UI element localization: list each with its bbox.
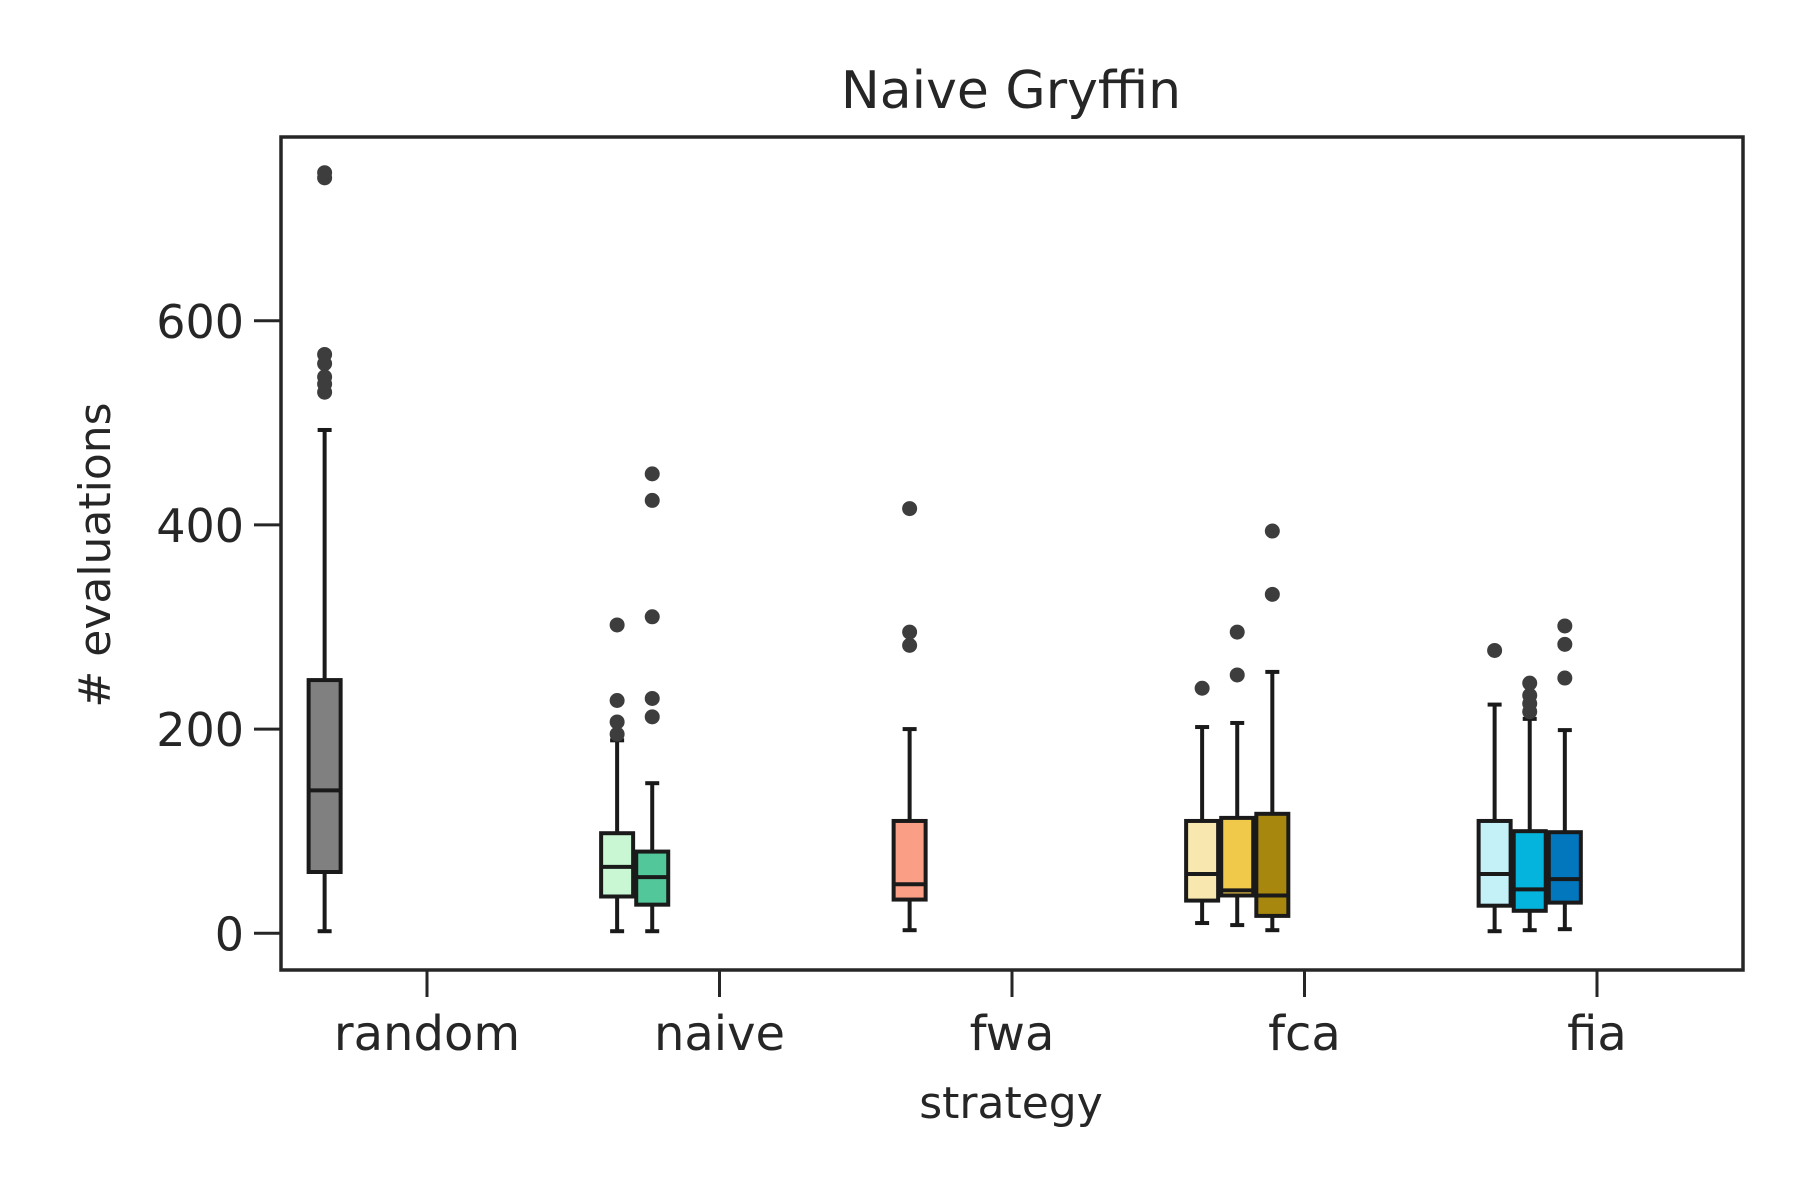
x-axis-label: strategy xyxy=(919,1078,1103,1129)
box-naive-2-outlier-4 xyxy=(644,466,660,482)
plot-frame xyxy=(279,135,1745,972)
box-fca-5-outlier-0 xyxy=(1229,667,1245,683)
box-fca-6-iqr xyxy=(1254,811,1291,918)
plot-area: 0 200 400 600 random naive fwa fca fia xyxy=(156,135,1745,1062)
box-random-0-outlier-2 xyxy=(317,369,333,385)
box-fia-9-iqr xyxy=(1546,830,1583,905)
box-fwa-3-outlier-1 xyxy=(902,624,918,640)
box-naive-2-outlier-3 xyxy=(644,492,660,508)
box-fca-6-outlier-0 xyxy=(1264,586,1280,602)
box-fca-5-outlier-1 xyxy=(1229,624,1245,640)
box-naive-1-outlier-2 xyxy=(609,693,625,708)
chart-title: Naive Gryffin xyxy=(841,61,1181,121)
box-fia-8-outlier-3 xyxy=(1522,675,1538,691)
box-fwa-3-outlier-2 xyxy=(902,501,918,517)
x-tick-label-naive: naive xyxy=(654,1006,785,1062)
box-naive-2-outlier-0 xyxy=(644,709,660,725)
box-fia-9-outlier-2 xyxy=(1557,618,1573,634)
box-fia-9-outlier-1 xyxy=(1557,636,1573,652)
y-tick-label-400: 400 xyxy=(156,499,244,553)
box-naive-2-outlier-1 xyxy=(644,690,660,706)
box-naive-1-outlier-0 xyxy=(609,726,625,742)
y-tick-label-200: 200 xyxy=(156,703,244,757)
box-naive-1-outlier-1 xyxy=(609,714,625,730)
box-fia-8-iqr xyxy=(1511,829,1548,913)
box-fca-6-outlier-1 xyxy=(1264,523,1280,539)
box-fca-4-outlier-0 xyxy=(1194,680,1210,696)
x-tick-label-random: random xyxy=(334,1006,520,1062)
box-fca-5-iqr xyxy=(1219,815,1256,898)
x-tick-label-fca: fca xyxy=(1268,1006,1341,1062)
box-fwa-3-outlier-0 xyxy=(902,637,918,653)
box-naive-2-outlier-2 xyxy=(644,609,660,625)
box-random-0-iqr xyxy=(306,678,343,874)
y-axis-label: # evaluations xyxy=(70,402,121,707)
x-tick-label-fwa: fwa xyxy=(970,1006,1055,1062)
box-fia-7-iqr xyxy=(1476,818,1513,908)
box-random-0-outlier-4 xyxy=(317,346,333,362)
y-tick-label-0: 0 xyxy=(215,907,244,961)
box-random-0-outlier-6 xyxy=(317,165,333,181)
box-fca-4-iqr xyxy=(1184,818,1221,903)
box-fwa-3-iqr xyxy=(891,818,928,902)
y-tick-label-600: 600 xyxy=(156,295,244,349)
box-naive-1-iqr xyxy=(599,831,636,899)
x-tick-label-fia: fia xyxy=(1567,1006,1627,1062)
box-fia-8-outlier-2 xyxy=(1522,687,1538,703)
box-fia-7-outlier-0 xyxy=(1487,642,1503,658)
box-naive-1-outlier-3 xyxy=(609,617,625,633)
box-fia-9-outlier-0 xyxy=(1557,670,1573,686)
